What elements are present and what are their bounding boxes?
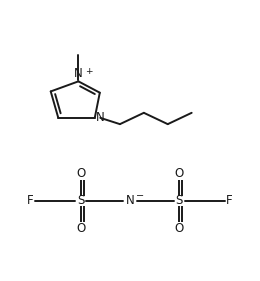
Text: O: O: [76, 222, 86, 235]
Text: O: O: [76, 167, 86, 180]
Text: S: S: [77, 194, 84, 207]
Text: +: +: [85, 67, 92, 76]
Text: S: S: [176, 194, 183, 207]
Text: F: F: [27, 194, 34, 207]
Text: N: N: [74, 67, 83, 80]
Text: N: N: [96, 111, 105, 124]
Text: −: −: [136, 191, 144, 201]
Text: N: N: [126, 194, 134, 207]
Text: F: F: [226, 194, 233, 207]
Text: O: O: [174, 167, 184, 180]
Text: O: O: [174, 222, 184, 235]
